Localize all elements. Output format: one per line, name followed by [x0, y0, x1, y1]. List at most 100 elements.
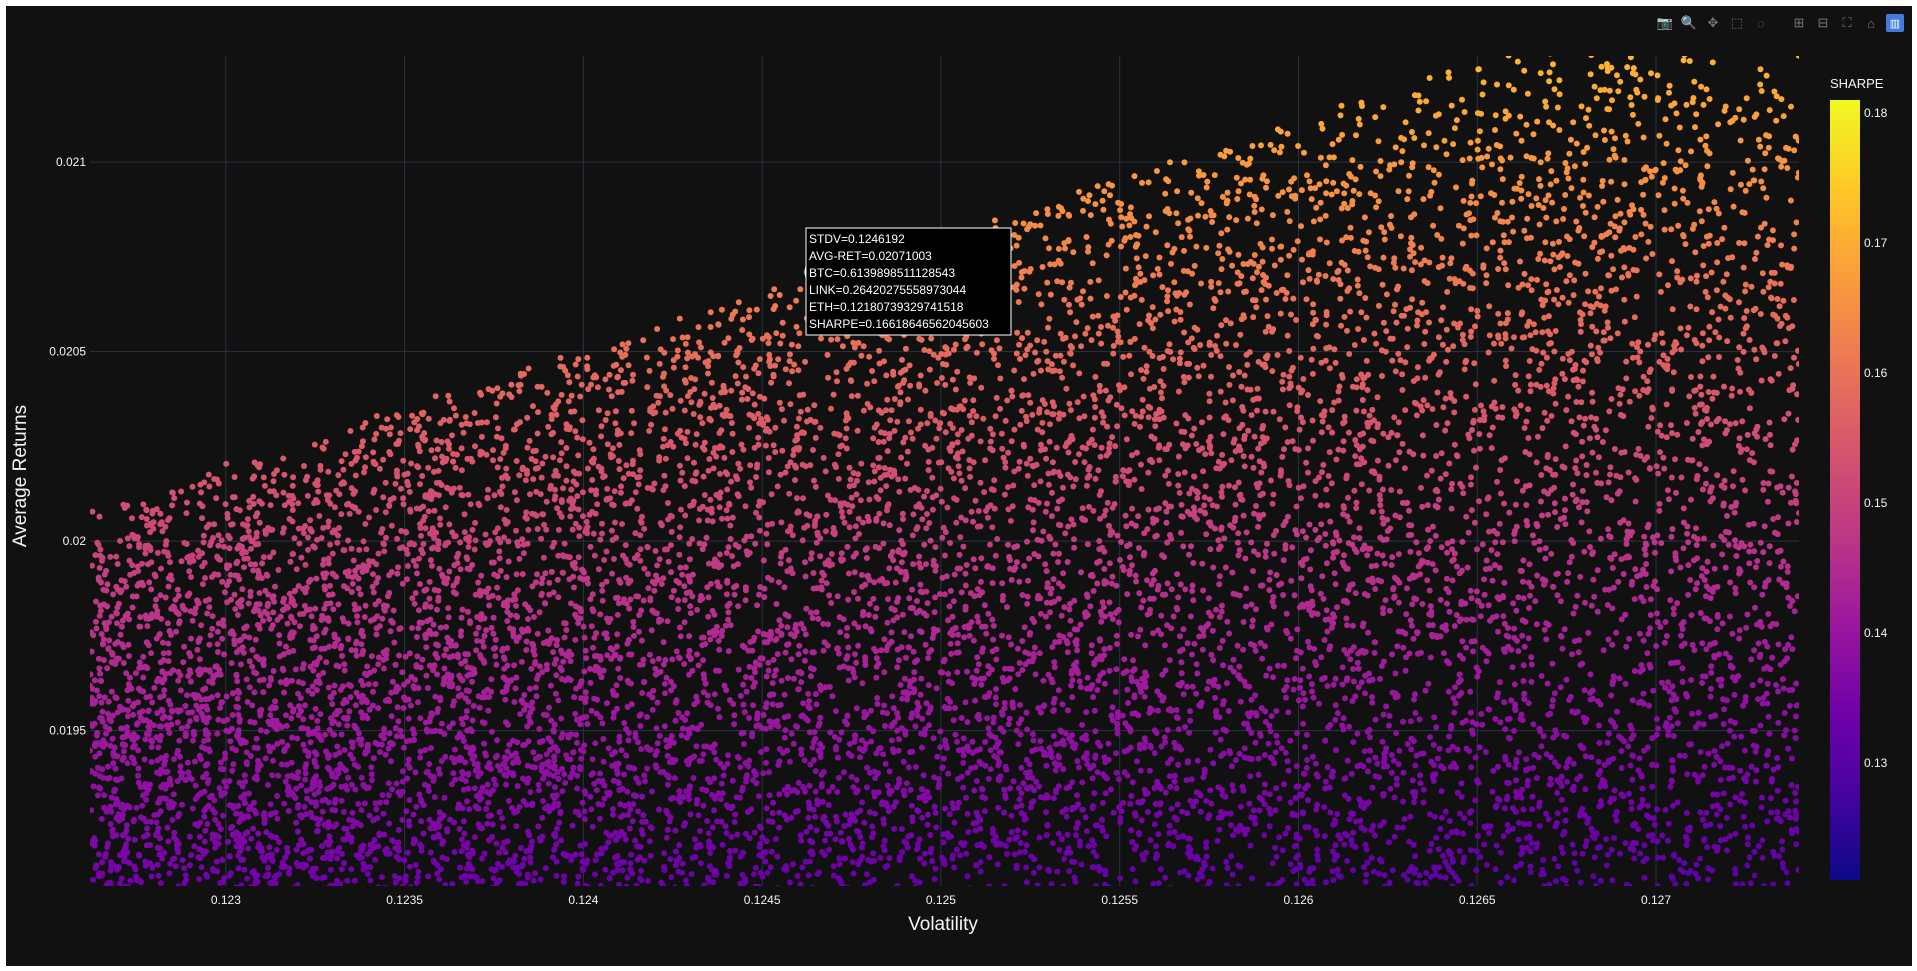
scatter-point[interactable]: [1465, 529, 1472, 536]
scatter-point[interactable]: [744, 772, 750, 779]
scatter-point[interactable]: [406, 488, 413, 495]
scatter-point[interactable]: [717, 796, 724, 803]
scatter-point[interactable]: [405, 715, 412, 722]
scatter-point[interactable]: [1726, 613, 1733, 620]
scatter-point[interactable]: [1142, 253, 1149, 260]
scatter-point[interactable]: [690, 411, 697, 417]
scatter-point[interactable]: [890, 617, 897, 624]
scatter-point[interactable]: [1187, 233, 1193, 240]
scatter-point[interactable]: [1459, 240, 1466, 247]
scatter-point[interactable]: [202, 731, 209, 738]
scatter-point[interactable]: [1246, 191, 1253, 198]
scatter-point[interactable]: [1524, 777, 1531, 784]
scatter-point[interactable]: [101, 694, 108, 701]
scatter-point[interactable]: [1357, 163, 1364, 170]
scatter-point[interactable]: [1285, 709, 1292, 716]
scatter-point[interactable]: [639, 831, 646, 838]
scatter-point[interactable]: [1292, 195, 1299, 202]
scatter-point[interactable]: [403, 738, 410, 745]
scatter-point[interactable]: [1035, 705, 1042, 712]
scatter-point[interactable]: [396, 875, 403, 882]
scatter-point[interactable]: [1284, 885, 1290, 892]
scatter-point[interactable]: [1226, 630, 1233, 637]
scatter-point[interactable]: [1790, 887, 1796, 893]
scatter-point[interactable]: [1007, 517, 1014, 524]
scatter-point[interactable]: [1229, 397, 1236, 404]
scatter-point[interactable]: [1581, 548, 1588, 555]
scatter-point[interactable]: [1412, 259, 1419, 266]
scatter-point[interactable]: [87, 747, 94, 754]
scatter-point[interactable]: [307, 739, 314, 746]
scatter-point[interactable]: [1011, 851, 1018, 858]
scatter-point[interactable]: [1284, 332, 1291, 339]
scatter-point[interactable]: [1227, 664, 1234, 671]
scatter-point[interactable]: [93, 862, 100, 869]
scatter-point[interactable]: [914, 598, 920, 604]
scatter-point[interactable]: [1486, 303, 1493, 310]
scatter-point[interactable]: [446, 521, 453, 528]
scatter-point[interactable]: [90, 876, 97, 883]
scatter-point[interactable]: [1732, 590, 1739, 597]
scatter-point[interactable]: [1375, 266, 1382, 273]
scatter-point[interactable]: [842, 855, 848, 862]
scatter-point[interactable]: [1200, 774, 1207, 781]
scatter-point[interactable]: [1139, 396, 1146, 403]
scatter-point[interactable]: [400, 495, 407, 502]
scatter-point[interactable]: [970, 556, 977, 563]
scatter-point[interactable]: [540, 711, 547, 718]
scatter-point[interactable]: [1768, 809, 1775, 816]
scatter-point[interactable]: [891, 719, 898, 726]
scatter-point[interactable]: [427, 557, 434, 564]
scatter-point[interactable]: [1292, 795, 1299, 801]
scatter-point[interactable]: [1290, 295, 1297, 302]
scatter-point[interactable]: [1218, 322, 1225, 329]
scatter-point[interactable]: [472, 519, 479, 526]
scatter-point[interactable]: [1759, 794, 1765, 801]
scatter-point[interactable]: [491, 776, 498, 783]
scatter-point[interactable]: [748, 533, 755, 540]
scatter-point[interactable]: [838, 729, 845, 736]
scatter-point[interactable]: [1525, 635, 1532, 642]
scatter-point[interactable]: [1272, 749, 1279, 756]
scatter-point[interactable]: [1489, 577, 1496, 584]
scatter-point[interactable]: [1407, 718, 1414, 725]
scatter-point[interactable]: [267, 811, 274, 818]
scatter-point[interactable]: [1394, 432, 1401, 439]
scatter-point[interactable]: [1505, 239, 1512, 246]
scatter-point[interactable]: [1635, 445, 1642, 452]
scatter-point[interactable]: [279, 738, 286, 745]
scatter-point[interactable]: [878, 647, 885, 654]
scatter-point[interactable]: [215, 716, 222, 723]
scatter-point[interactable]: [318, 843, 325, 850]
scatter-point[interactable]: [769, 520, 776, 527]
scatter-point[interactable]: [446, 445, 452, 452]
scatter-point[interactable]: [558, 513, 565, 520]
scatter-point[interactable]: [328, 853, 335, 860]
scatter-point[interactable]: [937, 485, 944, 492]
scatter-point[interactable]: [325, 560, 332, 567]
scatter-point[interactable]: [1223, 680, 1230, 687]
scatter-point[interactable]: [839, 343, 846, 350]
scatter-point[interactable]: [1293, 655, 1299, 662]
scatter-point[interactable]: [668, 874, 675, 881]
scatter-point[interactable]: [1222, 399, 1229, 406]
scatter-point[interactable]: [404, 576, 410, 583]
scatter-point[interactable]: [155, 888, 161, 894]
scatter-point[interactable]: [1742, 281, 1749, 288]
scatter-point[interactable]: [1510, 228, 1517, 235]
scatter-point[interactable]: [1095, 677, 1102, 684]
scatter-point[interactable]: [1354, 282, 1361, 289]
scatter-point[interactable]: [572, 710, 579, 717]
scatter-point[interactable]: [1170, 356, 1177, 363]
scatter-point[interactable]: [1467, 285, 1474, 291]
scatter-point[interactable]: [1468, 882, 1475, 889]
scatter-point[interactable]: [880, 820, 887, 827]
scatter-point[interactable]: [631, 632, 637, 639]
scatter-point[interactable]: [1479, 164, 1486, 171]
scatter-point[interactable]: [1565, 393, 1572, 400]
scatter-point[interactable]: [1217, 289, 1224, 296]
scatter-point[interactable]: [1194, 757, 1201, 764]
scatter-point[interactable]: [1497, 467, 1504, 473]
scatter-point[interactable]: [910, 648, 917, 655]
scatter-point[interactable]: [820, 454, 827, 461]
